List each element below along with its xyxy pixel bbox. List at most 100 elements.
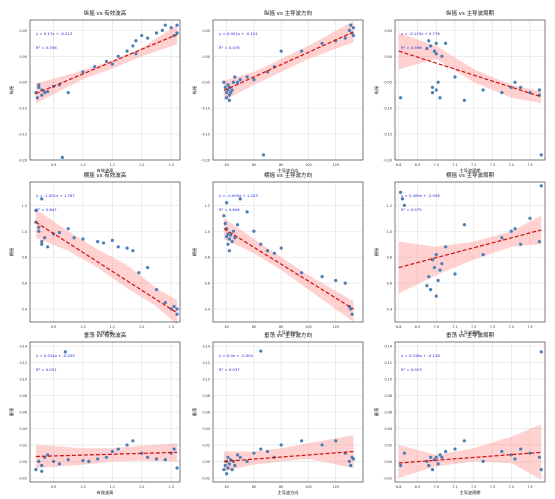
data-point xyxy=(169,26,173,30)
y-tick-label: 0.08 xyxy=(19,394,27,398)
data-point xyxy=(225,201,229,205)
y-tick-label: 0.14 xyxy=(202,345,210,349)
y-tick-label: 1.0 xyxy=(22,230,27,234)
y-tick-label: 0.6 xyxy=(22,282,27,286)
y-tick-label: -0.05 xyxy=(383,81,392,85)
y-tick-label: 0.04 xyxy=(19,427,27,431)
y-tick-label: 0.4 xyxy=(205,308,210,312)
y-tick-label: 1.0 xyxy=(205,230,210,234)
x-tick-label: 7.5 xyxy=(527,485,532,489)
data-point xyxy=(235,453,240,457)
data-point xyxy=(434,455,438,459)
data-point xyxy=(500,449,504,454)
data-point xyxy=(125,49,129,53)
data-point xyxy=(434,294,438,298)
data-point xyxy=(261,153,266,157)
data-point xyxy=(528,216,532,220)
confidence-band xyxy=(35,443,178,468)
x-tick-label: 120 xyxy=(332,485,338,489)
data-point xyxy=(519,242,523,246)
x-tick-label: 7.1 xyxy=(452,485,457,489)
data-point xyxy=(154,31,159,35)
y-axis-label: 垂荡 xyxy=(373,408,380,416)
data-point xyxy=(229,90,233,95)
regression-line xyxy=(398,229,542,269)
data-point xyxy=(245,210,249,214)
data-point xyxy=(40,93,44,97)
y-tick-label: 0.14 xyxy=(19,345,27,349)
data-point xyxy=(116,54,120,58)
data-point xyxy=(399,190,403,194)
y-tick-label: -0.02 xyxy=(18,476,27,480)
data-point xyxy=(227,249,231,253)
data-point xyxy=(440,54,444,58)
y-tick-label: 0.04 xyxy=(384,427,392,431)
data-point xyxy=(402,451,406,455)
data-point xyxy=(40,469,44,473)
data-point xyxy=(440,455,444,459)
r-squared-label: R² = 0.647 xyxy=(36,207,57,212)
y-tick-label: 0.10 xyxy=(202,378,210,382)
data-point xyxy=(223,221,227,226)
y-axis-label: 横摇 xyxy=(191,248,198,256)
data-point xyxy=(72,236,76,240)
data-point xyxy=(343,281,347,285)
data-point xyxy=(222,214,226,218)
data-point xyxy=(265,249,270,253)
y-axis-label: 横摇 xyxy=(8,248,15,256)
subplot-2: -0.20 -0.15 -0.10 -0.05 0.00 0.05 40 60 80 100 120… xyxy=(191,9,364,174)
data-point xyxy=(175,23,179,27)
plot-frame xyxy=(29,19,181,161)
data-point xyxy=(229,233,233,237)
data-point xyxy=(131,439,135,443)
y-tick-label: 1.2 xyxy=(205,204,210,208)
data-point xyxy=(230,240,234,244)
data-point xyxy=(425,46,429,51)
data-point xyxy=(96,457,100,461)
x-tick-label: 40 xyxy=(224,485,228,489)
data-point xyxy=(513,227,517,231)
y-tick-label: 0.05 xyxy=(19,29,27,33)
data-point xyxy=(37,83,41,87)
data-point xyxy=(399,96,403,100)
data-point xyxy=(481,459,485,464)
data-point xyxy=(146,36,150,40)
y-tick-label: -0.10 xyxy=(18,107,27,111)
data-point xyxy=(225,472,229,476)
y-tick-label: 0.06 xyxy=(19,411,27,415)
data-point xyxy=(163,300,167,305)
data-point xyxy=(539,468,543,472)
data-point xyxy=(125,246,129,250)
data-point xyxy=(110,62,114,66)
data-point xyxy=(51,459,56,464)
x-axis-label: 主导波周期 xyxy=(460,167,481,174)
data-point xyxy=(160,28,164,32)
x-tick-label: 6.9 xyxy=(415,163,420,167)
x-tick-label: 6.8 xyxy=(396,485,401,489)
x-tick-label: 7.5 xyxy=(527,325,532,329)
x-tick-label: 40 xyxy=(224,325,228,329)
y-tick-label: 0.14 xyxy=(384,345,392,349)
regression-line xyxy=(223,450,354,463)
data-point xyxy=(399,463,403,468)
data-point xyxy=(436,278,440,283)
data-point xyxy=(453,75,457,79)
y-tick-label: 0.00 xyxy=(384,55,392,59)
data-point xyxy=(509,229,513,233)
data-point xyxy=(347,459,351,464)
confidence-band xyxy=(398,424,542,480)
equation-label: y = 0.0x + -0.004 xyxy=(219,353,254,358)
y-tick-label: 0.4 xyxy=(22,308,27,312)
data-point xyxy=(146,265,150,270)
x-tick-label: 1.2 xyxy=(139,163,144,167)
data-point xyxy=(259,349,263,353)
y-tick-label: 0.12 xyxy=(384,361,392,365)
data-point xyxy=(436,80,440,84)
data-point xyxy=(81,458,85,463)
data-point xyxy=(81,237,85,241)
data-point xyxy=(225,90,229,95)
data-point xyxy=(116,447,120,451)
y-tick-label: 0.08 xyxy=(384,394,392,398)
data-point xyxy=(134,52,138,56)
equation-label: y = 0.014x + -0.005 xyxy=(36,353,75,358)
